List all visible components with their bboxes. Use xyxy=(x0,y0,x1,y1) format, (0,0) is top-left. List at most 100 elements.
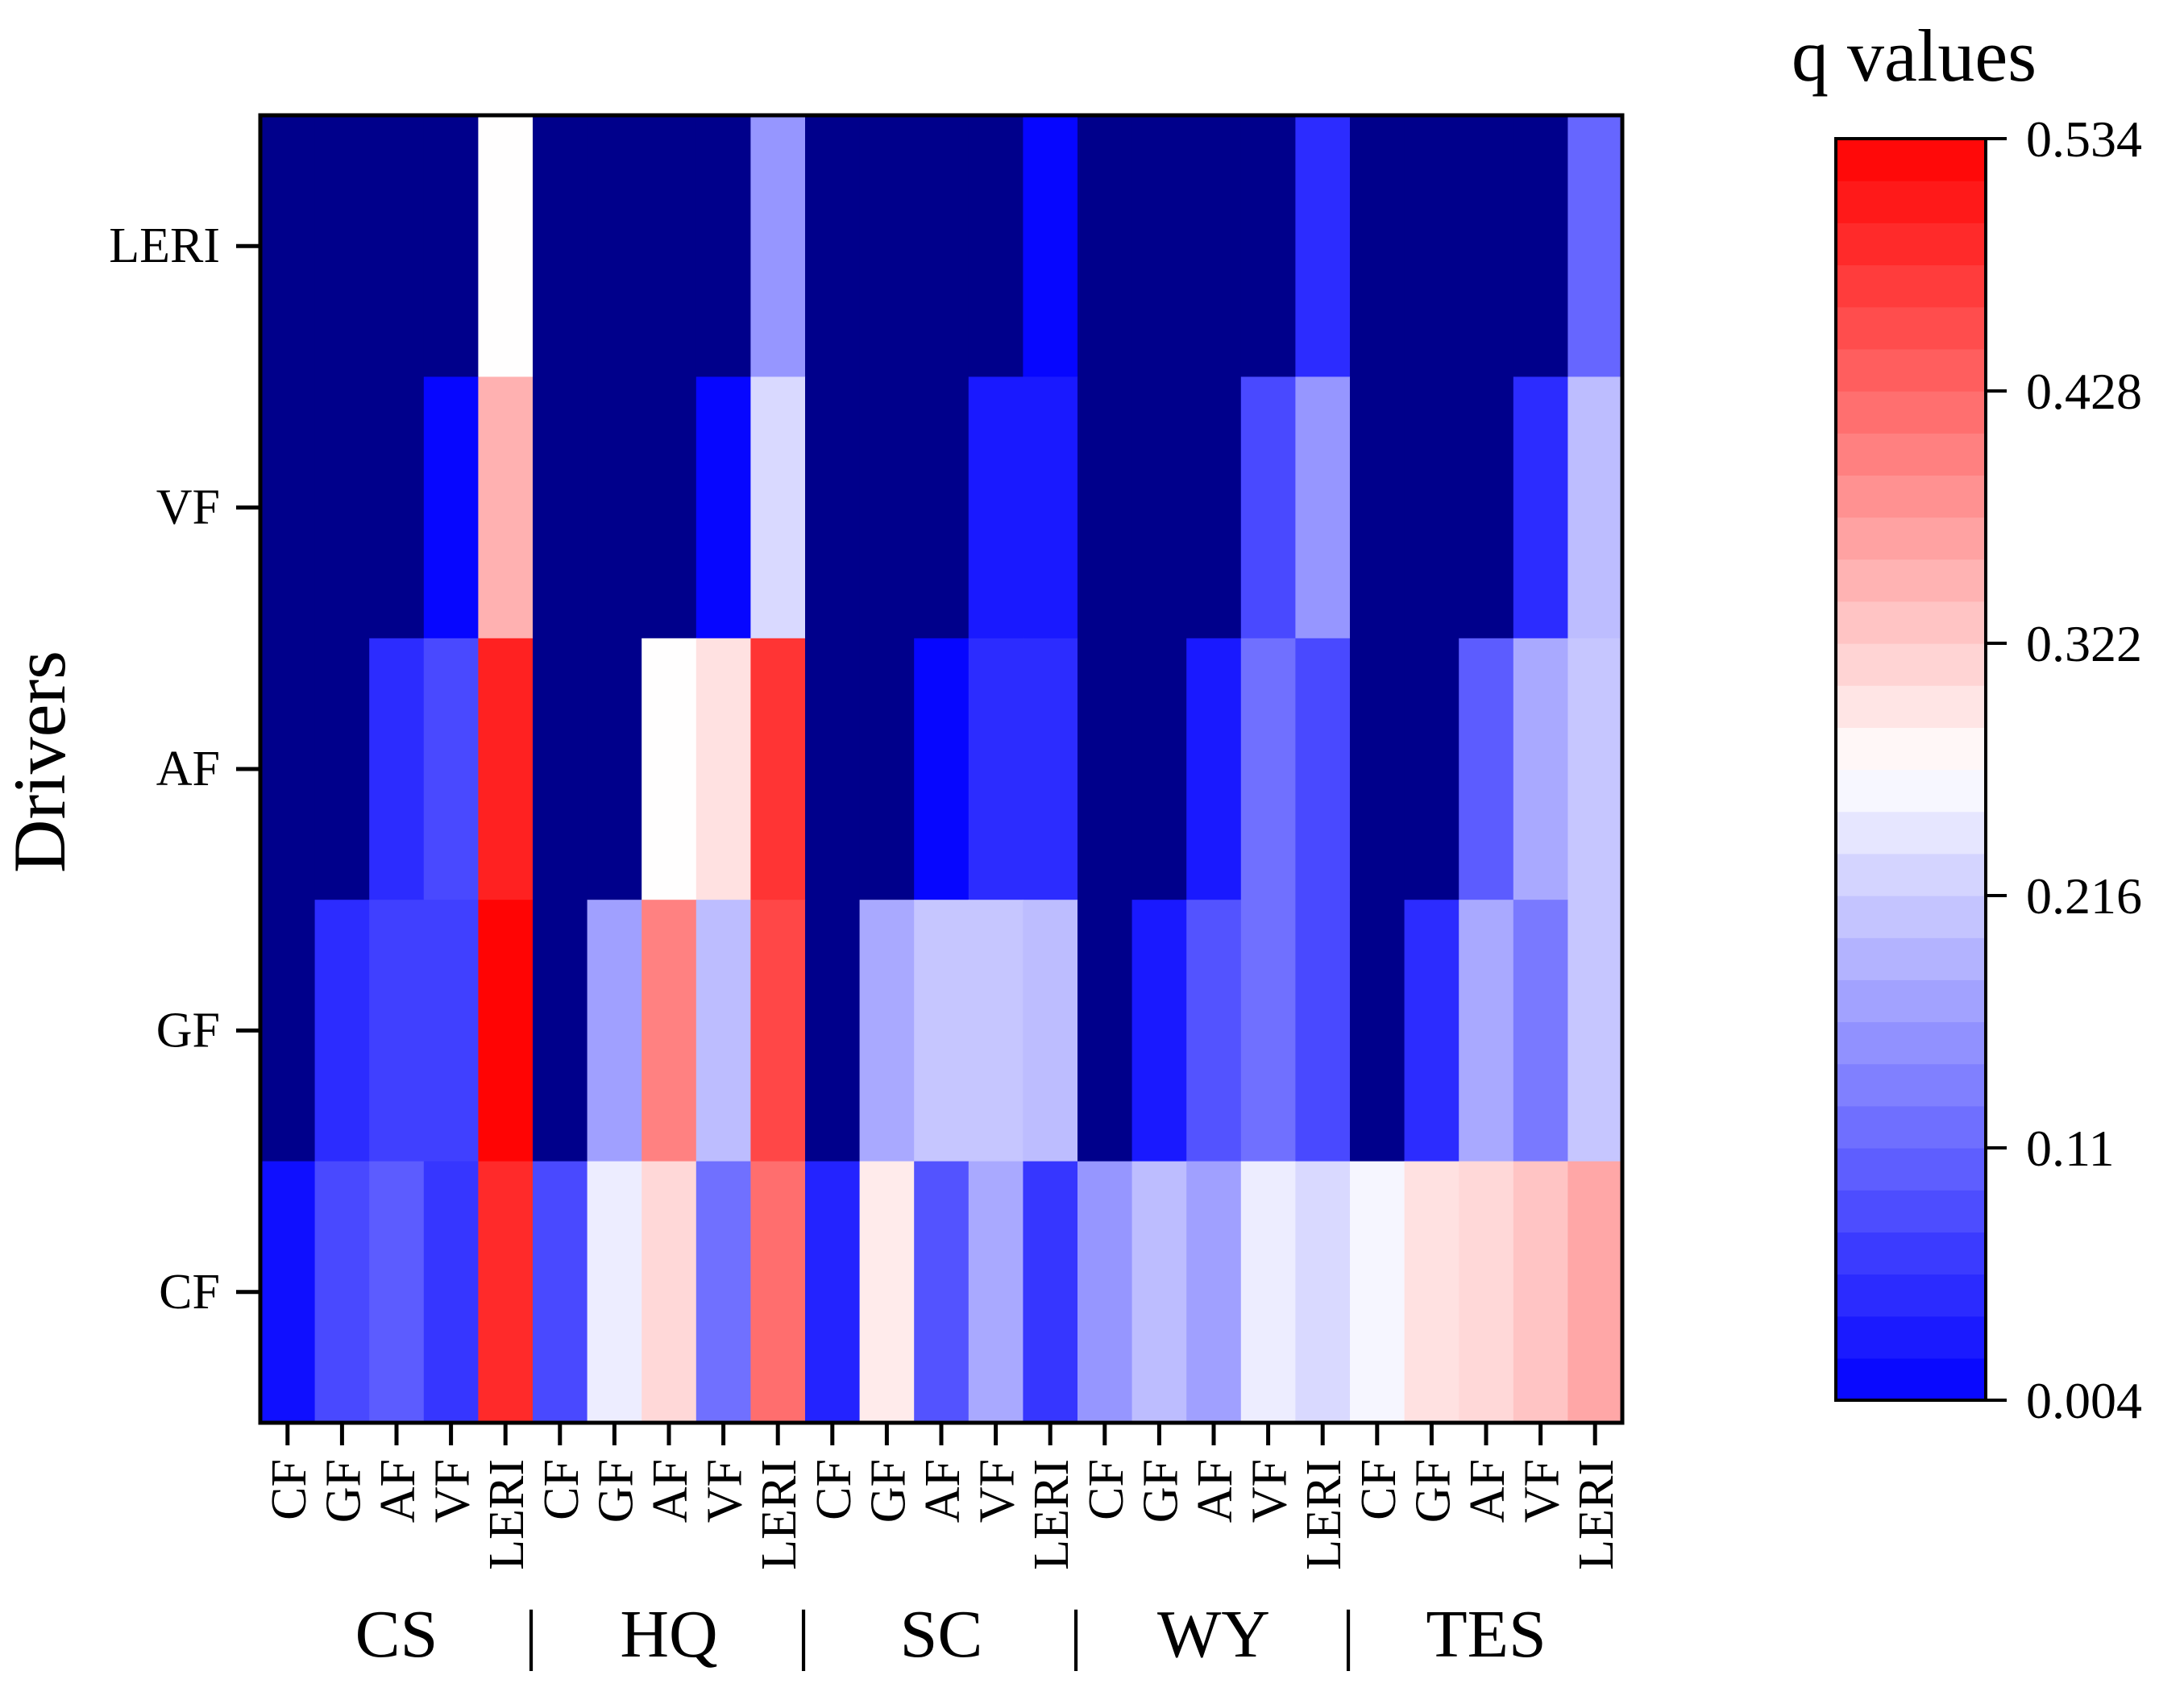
heatmap-cell xyxy=(478,376,534,639)
heatmap-cell xyxy=(1567,376,1623,639)
heatmap-cell xyxy=(369,1161,425,1424)
heatmap-cell xyxy=(1350,376,1405,639)
heatmap-cell xyxy=(1077,1161,1133,1424)
heatmap-cell xyxy=(968,376,1023,639)
heatmap-cell xyxy=(478,1161,534,1424)
x-group-separator: | xyxy=(1342,1597,1356,1672)
heatmap-cell xyxy=(1077,376,1133,639)
colorbar-gradient xyxy=(1836,139,1986,1401)
heatmap-cell xyxy=(1240,900,1296,1162)
colorbar-ticks: 0.534 0.428 0.322 0.216 0.11 0.004 xyxy=(1986,110,2142,1429)
colorbar-band xyxy=(1836,517,1986,560)
colorbar-band xyxy=(1836,769,1986,813)
heatmap-cell xyxy=(859,638,915,900)
heatmap-cell xyxy=(1023,1161,1078,1424)
x-tick-label: GF xyxy=(1405,1459,1460,1523)
colorbar-band xyxy=(1836,391,1986,434)
heatmap-cell xyxy=(1459,900,1514,1162)
heatmap-cell xyxy=(695,1161,751,1424)
heatmap-cell xyxy=(1186,115,1242,377)
heatmap-cell xyxy=(750,115,806,377)
x-tick-label: GF xyxy=(861,1459,916,1523)
x-group-separator: | xyxy=(525,1597,538,1672)
colorbar-tick-label: 0.322 xyxy=(2026,615,2142,672)
x-tick-label: GF xyxy=(1133,1459,1188,1523)
heatmap-cell xyxy=(1513,638,1568,900)
heatmap-cell xyxy=(1404,115,1459,377)
heatmap-cell xyxy=(533,115,588,377)
heatmap-cell xyxy=(968,115,1023,377)
heatmap-cell xyxy=(1404,1161,1459,1424)
heatmap-cell xyxy=(314,638,370,900)
heatmap-cell xyxy=(1295,376,1351,639)
heatmap-cell xyxy=(1295,1161,1351,1424)
heatmap-cell xyxy=(1513,1161,1568,1424)
x-group-label: HQ xyxy=(620,1597,717,1672)
heatmap-cell xyxy=(260,1161,316,1424)
colorbar-band xyxy=(1836,1190,1986,1233)
heatmap-cell xyxy=(1513,900,1568,1162)
heatmap-cell xyxy=(1295,115,1351,377)
heatmap-cell xyxy=(641,376,697,639)
heatmap-cell xyxy=(369,115,425,377)
heatmap-cell xyxy=(587,376,642,639)
heatmap-cell xyxy=(695,376,751,639)
heatmap-cell xyxy=(1567,115,1623,377)
colorbar: 0.534 0.428 0.322 0.216 0.11 0.004 q values xyxy=(1792,15,2142,1429)
heatmap-cell xyxy=(1186,376,1242,639)
heatmap-cell xyxy=(859,115,915,377)
heatmap-cell xyxy=(587,115,642,377)
heatmap-cell xyxy=(1077,115,1133,377)
heatmap-cell xyxy=(314,1161,370,1424)
heatmap-cell xyxy=(695,638,751,900)
x-tick-label: VF xyxy=(426,1459,480,1523)
colorbar-band xyxy=(1836,348,1986,392)
heatmap-cell xyxy=(805,900,861,1162)
x-tick-label: GF xyxy=(316,1459,371,1523)
heatmap-cell xyxy=(314,115,370,377)
colorbar-band xyxy=(1836,853,1986,896)
colorbar-tick-label: 0.534 xyxy=(2026,110,2142,168)
heatmap-cell xyxy=(369,638,425,900)
heatmap-cell xyxy=(1513,376,1568,639)
heatmap-cell xyxy=(1023,376,1078,639)
heatmap-cell xyxy=(533,900,588,1162)
heatmap-cell xyxy=(260,376,316,639)
x-group-label: WY xyxy=(1157,1597,1270,1672)
colorbar-band xyxy=(1836,475,1986,518)
heatmap-cell xyxy=(533,376,588,639)
colorbar-band xyxy=(1836,1316,1986,1359)
heatmap-cell xyxy=(1131,1161,1187,1424)
x-group-labels: CS | HQ | SC | WY | TES xyxy=(355,1597,1547,1672)
heatmap-cell xyxy=(260,115,316,377)
x-tick-label: CF xyxy=(1079,1459,1134,1520)
colorbar-band xyxy=(1836,979,1986,1023)
y-tick-label: AF xyxy=(156,742,220,796)
heatmap-cell xyxy=(369,376,425,639)
heatmap-cell xyxy=(641,1161,697,1424)
heatmap-cell xyxy=(805,115,861,377)
colorbar-band xyxy=(1836,264,1986,308)
heatmap-cell xyxy=(750,900,806,1162)
colorbar-tick-label: 0.216 xyxy=(2026,867,2142,925)
heatmap-cell xyxy=(423,376,479,639)
heatmap-cell xyxy=(587,900,642,1162)
x-tick-label: CF xyxy=(807,1459,862,1520)
heatmap-cell xyxy=(1077,638,1133,900)
heatmap-cell xyxy=(1459,1161,1514,1424)
heatmap-cell xyxy=(1459,638,1514,900)
heatmap-cell xyxy=(641,900,697,1162)
heatmap-cell xyxy=(314,900,370,1162)
heatmap-cell xyxy=(914,376,970,639)
heatmap-cell xyxy=(1567,900,1623,1162)
x-group-label: CS xyxy=(355,1597,438,1672)
heatmap-cell xyxy=(1350,638,1405,900)
x-tick-label: AF xyxy=(916,1459,970,1523)
heatmap-cell xyxy=(1459,376,1514,639)
colorbar-band xyxy=(1836,306,1986,350)
heatmap-cell xyxy=(1404,900,1459,1162)
x-tick-label: CF xyxy=(262,1459,317,1520)
colorbar-band xyxy=(1836,601,1986,644)
heatmap-cell xyxy=(478,638,534,900)
heatmap-cell xyxy=(478,900,534,1162)
